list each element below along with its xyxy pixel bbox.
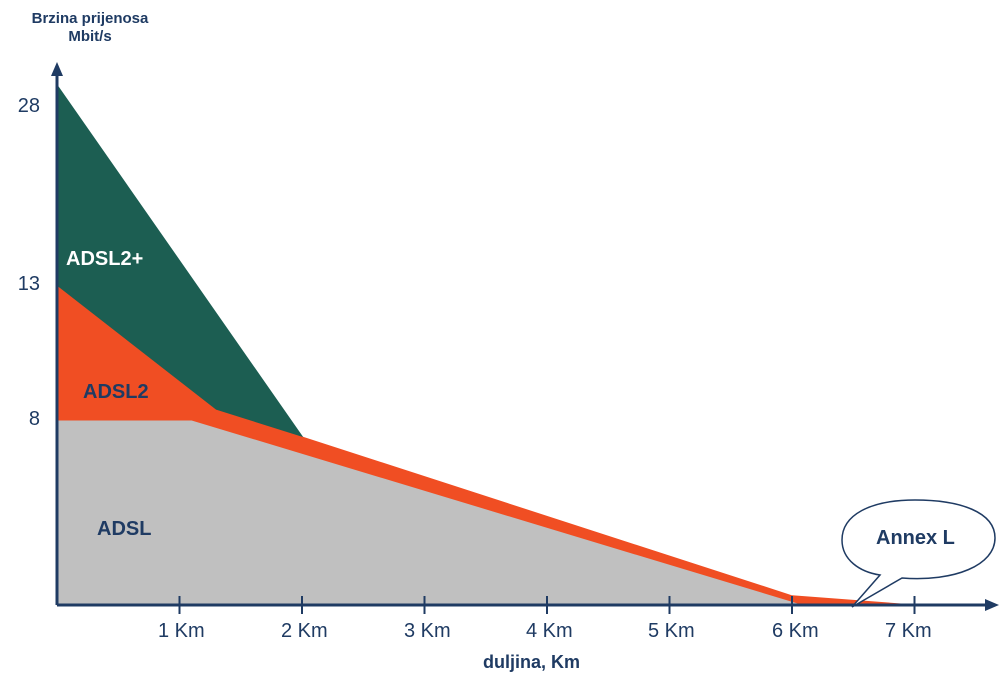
x-tick-5: 5 Km xyxy=(648,620,695,642)
label-adsl2plus: ADSL2+ xyxy=(66,248,144,270)
callout-bubble xyxy=(841,499,996,608)
x-tick-2: 2 Km xyxy=(281,620,328,642)
x-tick-marks xyxy=(178,596,916,614)
x-tick-1: 1 Km xyxy=(158,620,205,642)
chart-areas xyxy=(56,83,915,606)
annex-l-callout xyxy=(841,499,996,608)
annex-l-label: Annex L xyxy=(876,527,955,549)
x-tick-3: 3 Km xyxy=(404,620,451,642)
x-tick-7: 7 Km xyxy=(885,620,932,642)
label-adsl2: ADSL2 xyxy=(83,381,149,403)
label-adsl: ADSL xyxy=(97,518,152,540)
x-axis-title: duljina, Km xyxy=(483,652,581,672)
y-axis-title: Brzina prijenosa Mbit/s xyxy=(0,10,180,46)
y-axis-arrow xyxy=(51,62,63,76)
chart-axes xyxy=(51,62,999,611)
x-tick-4: 4 Km xyxy=(526,620,573,642)
x-axis-arrow xyxy=(985,599,999,611)
area-adsl xyxy=(56,419,805,606)
y-axis-title-line1: Brzina prijenosa xyxy=(31,10,149,27)
y-tick-13: 13 xyxy=(17,273,40,295)
x-tick-6: 6 Km xyxy=(772,620,819,642)
y-axis-title-line2: Mbit/s xyxy=(68,28,112,45)
y-tick-28: 28 xyxy=(17,95,40,117)
y-tick-8: 8 xyxy=(28,408,40,430)
